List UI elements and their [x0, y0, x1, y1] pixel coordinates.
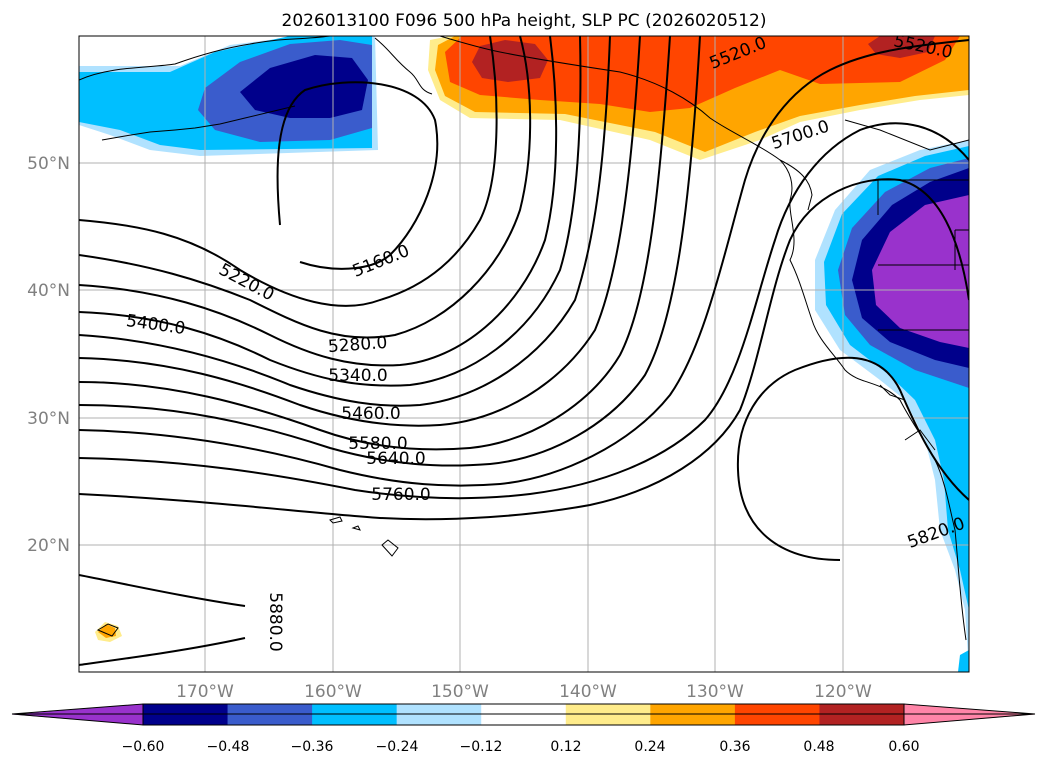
colorbar-ticks: −0.60 −0.48 −0.36 −0.24 −0.12 0.12 0.24 … [122, 739, 920, 755]
longitude-labels: 170°W 160°W 150°W 140°W 130°W 120°W [176, 682, 872, 702]
colorbar-tick-pos048: 0.48 [803, 739, 834, 755]
lon-label-160w: 160°W [304, 682, 362, 702]
lat-label-40n: 40°N [27, 281, 70, 301]
lon-label-170w: 170°W [176, 682, 234, 702]
colorbar-tick-neg024: −0.24 [376, 739, 419, 755]
negative-anomaly-western-us [815, 140, 969, 672]
map-frame [78, 35, 970, 673]
contour-label-5640: 5640.0 [366, 449, 425, 469]
contour-label-5760: 5760.0 [371, 485, 430, 505]
lon-label-140w: 140°W [559, 682, 617, 702]
colorbar-tick-neg012: −0.12 [460, 739, 503, 755]
map-area: 5160.0 5220.0 5280.0 5340.0 5400.0 5460.… [79, 36, 969, 672]
contour-label-5580: 5580.0 [348, 434, 407, 454]
lat-label-50n: 50°N [27, 154, 70, 174]
lat-label-30n: 30°N [27, 409, 70, 429]
colorbar-outline [142, 703, 905, 726]
map-title: 2026013100 F096 500 hPa height, SLP PC (… [282, 11, 767, 31]
colorbar-tick-neg048: −0.48 [207, 739, 250, 755]
contour-label-5340: 5340.0 [328, 366, 387, 386]
colorbar-tick-pos024: 0.24 [634, 739, 665, 755]
lon-label-120w: 120°W [814, 682, 872, 702]
lat-label-20n: 20°N [27, 536, 70, 556]
colorbar: −0.60 −0.48 −0.36 −0.24 −0.12 0.12 0.24 … [11, 703, 1036, 755]
height-contours [79, 36, 969, 666]
colorbar-tick-pos012: 0.12 [550, 739, 581, 755]
gridlines [79, 36, 969, 672]
colorbar-tick-neg060: −0.60 [122, 739, 165, 755]
contour-labels: 5160.0 5220.0 5280.0 5340.0 5400.0 5460.… [125, 36, 968, 652]
lon-label-150w: 150°W [431, 682, 489, 702]
negative-anomaly-gulf-of-alaska [79, 36, 378, 156]
lon-label-130w: 130°W [686, 682, 744, 702]
colorbar-tick-pos060: 0.60 [888, 739, 919, 755]
latitude-labels: 50°N 40°N 30°N 20°N [27, 154, 70, 556]
contour-label-5880: 5880.0 [265, 592, 285, 651]
colorbar-tick-neg036: −0.36 [291, 739, 334, 755]
contour-label-5460: 5460.0 [341, 404, 400, 424]
coastlines [79, 36, 969, 641]
colorbar-tick-pos036: 0.36 [719, 739, 750, 755]
contour-label-5280: 5280.0 [327, 333, 388, 357]
positive-anomaly-alaska [428, 36, 969, 160]
